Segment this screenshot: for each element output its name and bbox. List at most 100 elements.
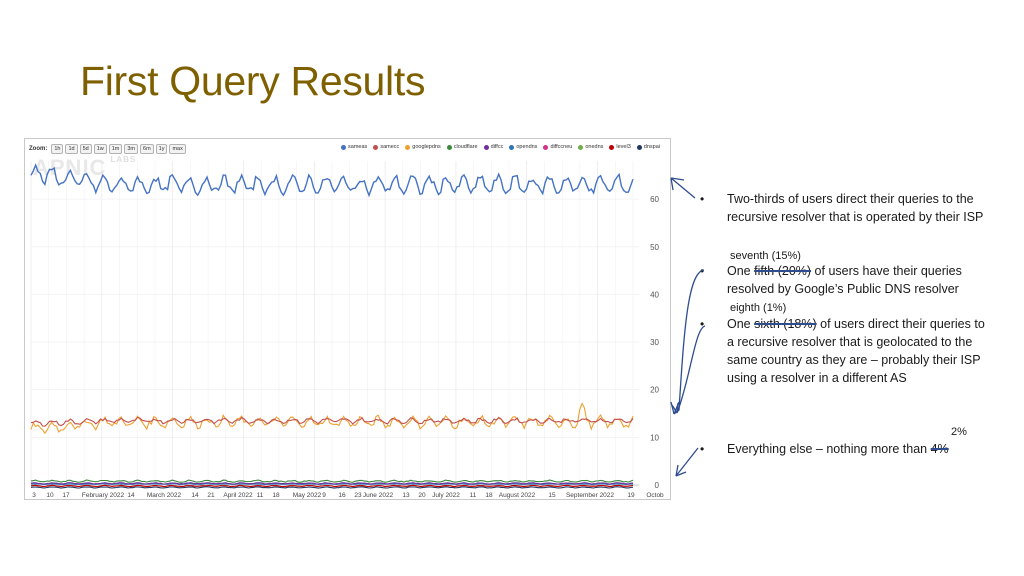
- zoom-bar: Zoom: 1h 1d 5d 1w 1m 3m 6m 1y max: [29, 143, 186, 155]
- bullet-3-post: of users direct their queries to a recur…: [727, 317, 985, 385]
- bullet-2-text: One fifth (20%) of users have their quer…: [727, 262, 992, 298]
- bullet-4-text: Everything else – nothing more than 4%: [727, 440, 992, 458]
- bullet-3-text: One sixth (18%) of users direct their qu…: [727, 315, 992, 387]
- x-tick-label: 13: [402, 492, 410, 499]
- x-tick-label: 10: [46, 492, 54, 499]
- x-tick-label: 23: [354, 492, 362, 499]
- x-tick-label: 19: [627, 492, 635, 499]
- bullet-2-struck: fifth (20%): [754, 264, 812, 278]
- zoom-button-1y[interactable]: 1y: [155, 144, 168, 154]
- x-tick-label: 3: [32, 492, 36, 499]
- legend-item-level3[interactable]: level3: [609, 144, 631, 150]
- legend-dot: [373, 144, 379, 150]
- bullet-3-annotation: eighth (1%): [730, 302, 787, 314]
- legend-item-diffccneu[interactable]: diffccneu: [543, 144, 572, 150]
- x-tick-label: 20: [418, 492, 426, 499]
- y-tick-label: 40: [650, 290, 659, 299]
- y-tick-label: 0: [655, 481, 660, 490]
- x-tick-label: 17: [62, 492, 70, 499]
- legend-label: opendns: [516, 144, 538, 150]
- zoom-button-1h[interactable]: 1h: [51, 144, 64, 154]
- x-tick-label: February 2022: [82, 492, 125, 499]
- legend-label: samecc: [380, 144, 400, 150]
- bullet-2-post: of users have their queries resolved by …: [727, 264, 962, 296]
- x-tick-label: April 2022: [223, 492, 253, 499]
- legend-label: diffccneu: [550, 144, 573, 150]
- series-line-dnspai: [30, 486, 634, 489]
- x-tick-label: 11: [470, 492, 477, 499]
- legend-dot: [636, 144, 642, 150]
- x-tick-label: June 2022: [363, 492, 394, 499]
- legend-item-cloudflare[interactable]: cloudflare: [446, 144, 478, 150]
- zoom-button-6m[interactable]: 6m: [140, 144, 154, 154]
- legend-item-dnspai[interactable]: dnspai: [636, 144, 660, 150]
- zoom-button-1w[interactable]: 1w: [93, 144, 107, 154]
- zoom-button-5d[interactable]: 5d: [79, 144, 92, 154]
- bullet-marker: •: [700, 264, 705, 278]
- legend-item-sameas[interactable]: sameas: [341, 144, 367, 150]
- chart-legend: sameas samecc googlepdns cloudflare diffcc op…: [341, 144, 660, 150]
- legend-item-googlepdns[interactable]: googlepdns: [405, 144, 441, 150]
- x-tick-label: 21: [207, 492, 215, 499]
- x-tick-label: March 2022: [147, 492, 182, 499]
- ink-arrow-3: [671, 325, 706, 414]
- bullet-marker: •: [700, 192, 705, 206]
- legend-label: cloudflare: [453, 144, 478, 150]
- series-line-sameas: [30, 163, 634, 198]
- ink-arrow-2: [670, 269, 705, 415]
- zoom-button-1m[interactable]: 1m: [108, 144, 123, 154]
- x-tick-label: Octob: [646, 492, 664, 499]
- zoom-button-1d[interactable]: 1d: [65, 144, 78, 154]
- zoom-button-max[interactable]: max: [169, 144, 186, 154]
- x-tick-label: 14: [191, 492, 199, 499]
- legend-dot: [609, 144, 615, 150]
- bullet-marker: •: [700, 317, 705, 331]
- x-tick-label: July 2022: [432, 492, 460, 499]
- ink-arrow-4: [675, 447, 699, 477]
- bullet-2-annotation: seventh (15%): [730, 250, 801, 262]
- legend-dot: [341, 144, 347, 150]
- series-line-cloudflare: [30, 479, 634, 483]
- watermark-text: APNIC: [33, 155, 107, 180]
- legend-item-diffcc[interactable]: diffcc: [483, 144, 503, 150]
- x-tick-label: 18: [485, 492, 493, 499]
- y-tick-label: 20: [650, 386, 659, 395]
- slide-title: First Query Results: [80, 58, 426, 104]
- bullet-2-pre: One: [727, 264, 755, 278]
- bullet-3-struck: sixth (18%): [754, 317, 817, 331]
- zoom-label: Zoom:: [29, 146, 48, 152]
- x-tick-label: 15: [548, 492, 556, 499]
- legend-label: googlepdns: [412, 144, 441, 150]
- legend-dot: [578, 144, 584, 150]
- legend-label: level3: [616, 144, 631, 150]
- x-tick-label: 14: [127, 492, 135, 499]
- legend-item-samecc[interactable]: samecc: [373, 144, 399, 150]
- y-tick-label: 30: [650, 338, 659, 347]
- x-tick-label: 18: [272, 492, 280, 499]
- bullet-3-pre: One: [727, 317, 755, 331]
- legend-dot: [405, 144, 411, 150]
- legend-dot: [543, 144, 549, 150]
- legend-dot: [483, 144, 489, 150]
- x-tick-label: September 2022: [566, 492, 614, 499]
- y-tick-label: 10: [650, 433, 659, 442]
- legend-item-onedns[interactable]: onedns: [578, 144, 603, 150]
- x-tick-label: May 2022: [293, 492, 322, 499]
- legend-label: sameas: [348, 144, 368, 150]
- bullet-4-annotation: 2%: [951, 426, 967, 438]
- series-line-diffcc: [30, 482, 634, 485]
- zoom-button-3m[interactable]: 3m: [124, 144, 139, 154]
- chart-frame: APNIC LABS 0 10 20 30 40 50 60 3 10 17 February 202…: [24, 138, 671, 500]
- legend-item-opendns[interactable]: opendns: [509, 144, 537, 150]
- legend-dot: [509, 144, 515, 150]
- ink-arrow-1: [670, 177, 696, 199]
- x-tick-label: August 2022: [499, 492, 536, 499]
- x-tick-label: 11: [257, 492, 264, 499]
- watermark-sub: LABS: [110, 155, 137, 164]
- bullet-marker: •: [700, 442, 705, 456]
- bullet-1-text: Two-thirds of users direct their queries…: [727, 192, 984, 224]
- bullet-4-struck: 4%: [930, 442, 949, 456]
- legend-dot: [446, 144, 452, 150]
- y-tick-label: 50: [650, 243, 659, 252]
